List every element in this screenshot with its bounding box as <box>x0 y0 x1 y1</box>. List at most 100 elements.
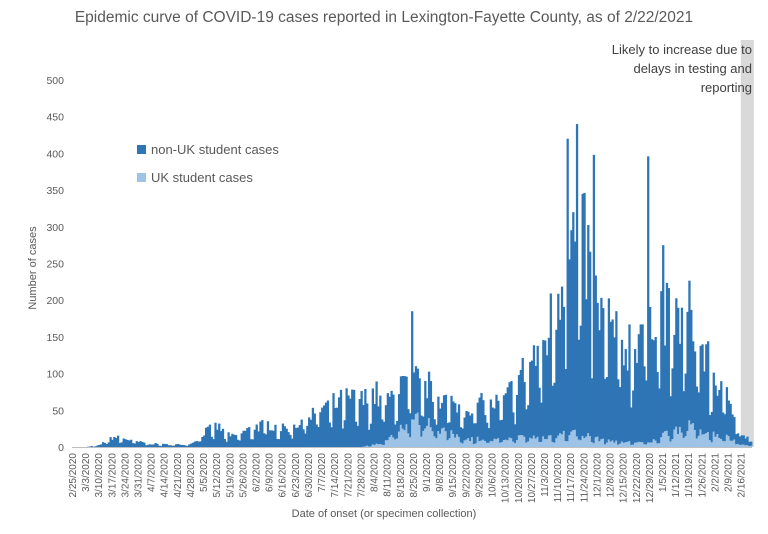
non-uk-bar <box>343 420 346 447</box>
legend-non-uk-label: non-UK student cases <box>151 142 279 157</box>
non-uk-bar <box>158 445 161 447</box>
non-uk-bar <box>697 392 700 436</box>
non-uk-bar <box>100 444 103 447</box>
uk-bar <box>686 430 689 447</box>
non-uk-bar <box>639 324 642 443</box>
non-uk-bar <box>469 415 472 441</box>
non-uk-bar <box>605 377 609 443</box>
non-uk-bar <box>426 398 429 426</box>
non-uk-bar <box>379 395 382 445</box>
non-uk-bar <box>738 436 742 445</box>
non-uk-bar <box>471 413 474 438</box>
uk-bar <box>733 439 736 447</box>
uk-bar <box>617 444 620 447</box>
uk-bar <box>367 446 371 447</box>
non-uk-bar <box>456 412 459 435</box>
non-uk-bar <box>495 394 498 440</box>
non-uk-bar <box>677 307 680 434</box>
x-tick-label: 12/29/2020 <box>645 453 656 503</box>
non-uk-bar <box>171 445 174 447</box>
x-tick-label: 2/2/2021 <box>710 453 721 492</box>
non-uk-bar <box>356 425 360 447</box>
non-uk-bar <box>662 245 665 433</box>
non-uk-bar <box>442 395 446 428</box>
non-uk-bar <box>263 433 266 447</box>
uk-bar <box>523 436 526 447</box>
uk-bar <box>437 431 440 447</box>
non-uk-bar <box>435 424 438 439</box>
non-uk-bar <box>487 428 491 443</box>
non-uk-bar <box>448 422 451 439</box>
non-uk-bar <box>581 193 584 436</box>
uk-bar <box>722 440 725 447</box>
non-uk-bar <box>291 438 294 447</box>
non-uk-bar <box>382 421 386 445</box>
non-uk-bar <box>221 428 225 447</box>
uk-bar <box>384 440 388 447</box>
non-uk-bar <box>459 427 463 443</box>
uk-bar <box>678 426 682 447</box>
non-uk-bar <box>669 396 672 442</box>
x-tick-label: 11/24/2020 <box>579 453 590 503</box>
non-uk-bar <box>107 442 110 447</box>
non-uk-bar <box>150 444 153 447</box>
non-uk-bar <box>484 415 487 441</box>
uk-bar <box>742 444 745 447</box>
non-uk-bar <box>203 435 206 447</box>
uk-bar <box>716 434 719 447</box>
non-uk-bar <box>362 405 365 447</box>
uk-bar <box>615 440 618 447</box>
non-uk-bar <box>270 430 273 447</box>
uk-bar <box>364 446 367 447</box>
non-uk-bar <box>137 442 140 447</box>
uk-bar <box>390 434 393 447</box>
non-uk-bar <box>274 424 277 447</box>
uk-bar <box>652 439 655 447</box>
uk-bar <box>450 430 453 447</box>
non-uk-bar <box>718 389 721 438</box>
x-tick-label: 3/3/2020 <box>81 453 92 492</box>
x-tick-label: 8/11/2020 <box>383 453 394 497</box>
uk-bar <box>457 436 461 447</box>
non-uk-bar <box>665 282 669 431</box>
uk-bar <box>373 444 376 447</box>
non-uk-bar <box>392 394 395 438</box>
non-uk-bar <box>725 387 729 435</box>
x-tick-label: 4/14/2020 <box>160 453 171 498</box>
uk-bar <box>598 441 601 447</box>
uk-bar <box>579 440 582 447</box>
uk-bar <box>485 442 489 447</box>
x-tick-label: 5/26/2020 <box>238 453 249 498</box>
uk-bar <box>454 437 457 447</box>
non-uk-bar <box>557 293 560 436</box>
non-uk-bar <box>654 336 657 441</box>
uk-bar <box>459 442 463 447</box>
non-uk-bar <box>302 429 305 447</box>
uk-bar <box>469 440 472 447</box>
non-uk-bar <box>124 439 127 447</box>
non-uk-bar <box>742 435 745 445</box>
non-uk-bar <box>559 319 562 434</box>
uk-bar <box>553 442 556 447</box>
non-uk-bar <box>339 389 343 447</box>
non-uk-bar <box>572 212 575 431</box>
non-uk-bar <box>474 423 478 444</box>
non-uk-bar <box>545 355 549 440</box>
non-uk-bar <box>167 445 170 447</box>
non-uk-bar <box>744 438 747 446</box>
non-uk-bar <box>315 424 318 447</box>
uk-bar <box>551 441 554 447</box>
non-uk-bar <box>682 391 685 438</box>
uk-bar <box>529 437 532 447</box>
uk-bar <box>502 440 506 447</box>
non-uk-bar <box>409 413 412 438</box>
non-uk-bar <box>673 334 676 430</box>
non-uk-bar <box>562 306 566 431</box>
non-uk-bar <box>463 417 466 441</box>
non-uk-bar <box>525 409 528 443</box>
non-uk-bar <box>261 420 264 447</box>
non-uk-bar <box>663 345 667 432</box>
non-uk-bar <box>699 345 702 430</box>
non-uk-bar <box>566 138 569 442</box>
x-tick-label: 2/16/2021 <box>737 453 748 498</box>
